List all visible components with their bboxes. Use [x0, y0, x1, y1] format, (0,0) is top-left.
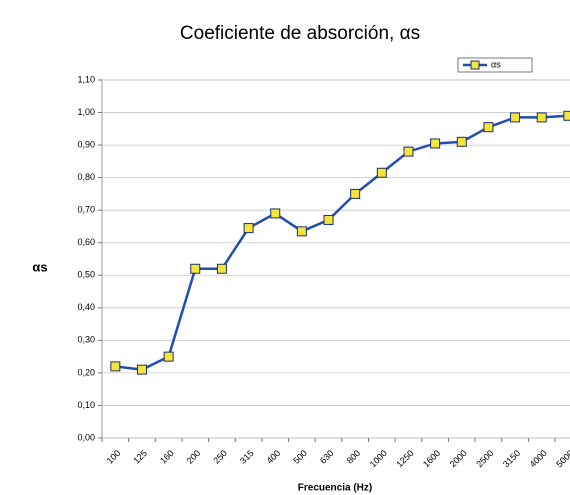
x-tick-label: 2500 [474, 448, 495, 469]
marker [136, 364, 147, 375]
y-tick-label: 0,50 [77, 270, 95, 280]
marker [563, 110, 570, 121]
marker [163, 351, 174, 362]
y-tick-label: 0,70 [77, 205, 95, 215]
marker [243, 223, 254, 234]
x-tick-label: 1000 [368, 448, 389, 469]
y-tick-label: 0,00 [77, 432, 95, 442]
plot-area [101, 79, 570, 439]
y-tick-label: 0,80 [77, 172, 95, 182]
marker [403, 146, 414, 157]
y-tick-label: 0,40 [77, 302, 95, 312]
x-tick-label: 200 [185, 448, 203, 466]
x-tick-label: 1250 [394, 448, 415, 469]
y-tick-label: 0,90 [77, 139, 95, 149]
marker [483, 122, 494, 133]
x-tick-label: 250 [211, 448, 229, 466]
x-tick-label: 4000 [528, 448, 549, 469]
x-tick-label: 5000 [554, 448, 570, 469]
marker [510, 112, 521, 123]
x-tick-label: 160 [158, 448, 176, 466]
x-tick-label: 500 [291, 448, 309, 466]
x-tick-label: 800 [345, 448, 363, 466]
legend-label: αs [491, 59, 501, 69]
y-tick-label: 1,10 [77, 74, 95, 84]
marker [536, 112, 547, 123]
x-tick-label: 3150 [501, 448, 522, 469]
marker [350, 188, 361, 199]
x-tick-label: 125 [131, 448, 149, 466]
marker [323, 214, 334, 225]
x-tick-label: 315 [238, 448, 256, 466]
x-tick-label: 630 [318, 448, 336, 466]
marker [270, 208, 281, 219]
x-tick-label: 2000 [448, 448, 469, 469]
marker [296, 226, 307, 237]
x-axis-title: Frecuencia (Hz) [298, 483, 372, 494]
chart-title: Coeficiente de absorción, αs [180, 23, 420, 44]
marker [456, 136, 467, 147]
y-axis-title: αs [32, 259, 47, 274]
y-tick-label: 1,00 [77, 107, 95, 117]
x-tick-label: 1600 [421, 448, 442, 469]
marker [376, 167, 387, 178]
y-tick-label: 0,10 [77, 400, 95, 410]
marker [216, 263, 227, 274]
y-tick-label: 0,60 [77, 237, 95, 247]
y-tick-label: 0,30 [77, 335, 95, 345]
marker [430, 138, 441, 149]
y-tick-label: 0,20 [77, 367, 95, 377]
marker [190, 263, 201, 274]
marker [110, 361, 121, 372]
legend-marker [470, 60, 480, 70]
x-tick-label: 100 [105, 448, 123, 466]
x-tick-label: 400 [265, 448, 283, 466]
